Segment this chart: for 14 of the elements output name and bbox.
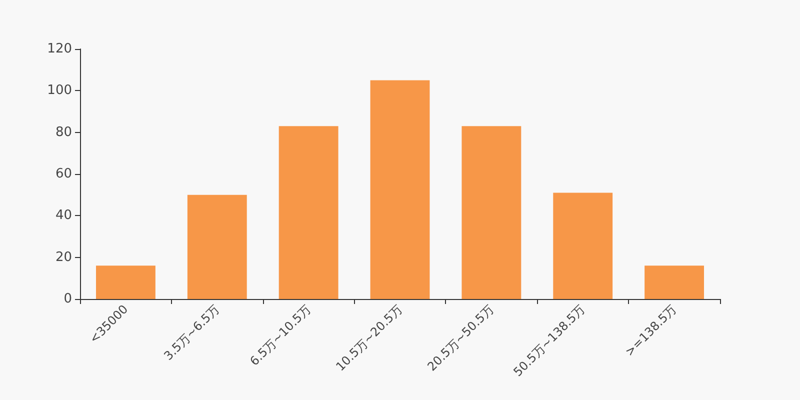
y-tick-label: 40 (55, 208, 72, 224)
y-tick-label: 60 (55, 166, 72, 182)
bar (96, 266, 156, 299)
bar (187, 194, 247, 299)
bar (278, 126, 338, 299)
y-tick-label: 20 (55, 250, 72, 265)
y-tick-label: 100 (47, 83, 72, 98)
bar (462, 126, 522, 299)
y-tick-label: 0 (64, 292, 72, 306)
y-tick-label: 120 (47, 42, 72, 56)
y-tick-label: 80 (55, 124, 72, 140)
bar (370, 80, 430, 299)
bar (644, 266, 704, 299)
bar (553, 192, 613, 299)
